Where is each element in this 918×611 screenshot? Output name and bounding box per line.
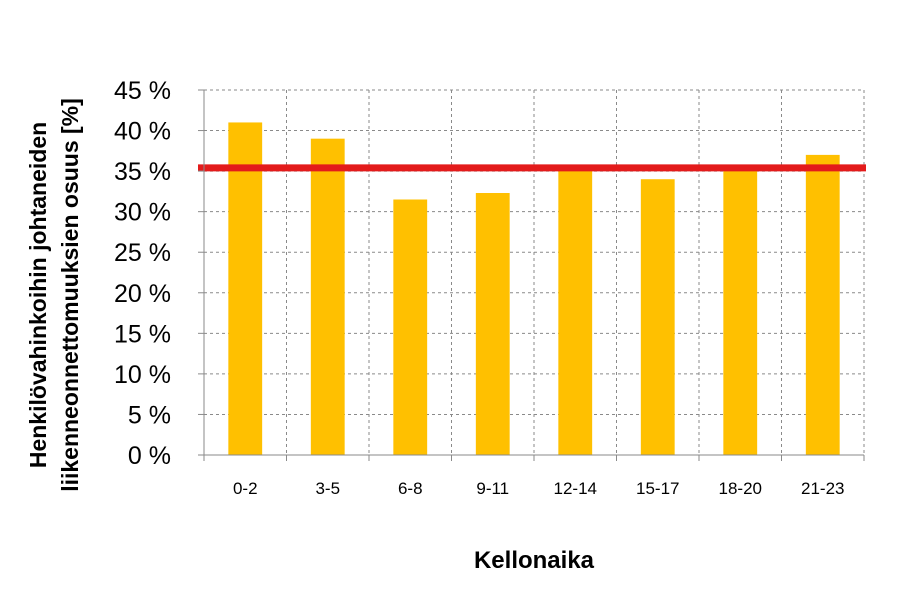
y-axis-label-line-1: Henkilövahinkoihin johtaneiden: [25, 122, 51, 468]
x-tick-label: 6-8: [398, 479, 423, 498]
bar-18-20: [723, 167, 758, 456]
y-tick-label: 30 %: [114, 199, 171, 227]
x-tick-label: 18-20: [719, 479, 762, 498]
axes: [198, 89, 865, 461]
y-tick-label: 45 %: [114, 77, 171, 105]
bar-15-17: [640, 179, 675, 455]
x-tick-label: 0-2: [233, 479, 258, 498]
bars: [228, 122, 840, 456]
y-tick-label: 20 %: [114, 280, 171, 308]
x-tick-label: 9-11: [476, 479, 509, 498]
x-tick-labels: 0-2 3-5 6-8 9-11 12-14 15-17 18-20 21-23: [233, 479, 845, 498]
x-tick-label: 21-23: [801, 479, 844, 498]
y-tick-label: 40 %: [114, 118, 171, 146]
x-axis-label: Kellonaika: [474, 547, 595, 574]
y-tick-label: 15 %: [114, 320, 171, 348]
y-tick-label: 25 %: [114, 239, 171, 267]
y-tick-label: 35 %: [114, 158, 171, 186]
x-tick-label: 12-14: [554, 479, 597, 498]
y-axis-label-line-2: liikenneonnettomuuksien osuus [%]: [57, 98, 83, 492]
bar-0-2: [228, 122, 263, 455]
bar-3-5: [310, 138, 345, 455]
bar-9-11: [475, 193, 510, 455]
y-tick-label: 0 %: [128, 442, 171, 470]
x-tick-label: 3-5: [315, 479, 340, 498]
y-tick-labels: 0 % 5 % 10 % 15 % 20 % 25 % 30 % 35 % 40 % 45 %: [114, 77, 171, 470]
x-tick-label: 15-17: [636, 479, 679, 498]
grid: [204, 89, 865, 455]
bar-21-23: [805, 154, 840, 455]
y-tick-label: 10 %: [114, 361, 171, 389]
bar-12-14: [558, 167, 593, 456]
y-tick-label: 5 %: [128, 401, 171, 429]
bar-6-8: [393, 199, 428, 455]
